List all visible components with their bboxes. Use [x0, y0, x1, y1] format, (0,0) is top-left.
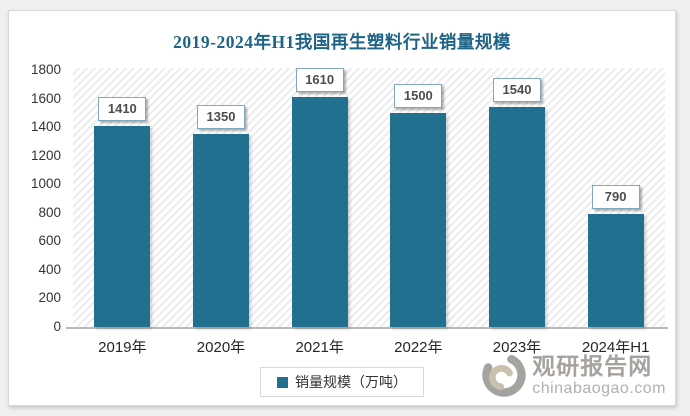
x-axis-line: [66, 327, 668, 329]
chart-card: 2019-2024年H1我国再生塑料行业销量规模 销量规模（万吨） 观研报告网 …: [8, 10, 676, 406]
watermark-text: 观研报告网 chinabaogao.com: [532, 352, 666, 398]
y-tick-label: 200: [38, 290, 61, 306]
legend-label: 销量规模（万吨）: [295, 374, 407, 390]
x-axis-label: 2020年: [196, 339, 246, 356]
bar-value-label: 1410: [98, 97, 147, 121]
bar-value-label: 790: [591, 185, 640, 209]
x-axis-label: 2023年: [492, 339, 542, 356]
bar-value-label: 1540: [493, 78, 541, 102]
plot-hatch-background: [73, 68, 665, 327]
bar: [587, 214, 644, 327]
x-axis-label: 2019年: [98, 339, 147, 356]
watermark-site-url: chinabaogao.com: [532, 380, 666, 397]
x-axis-label: 2024年H1: [581, 339, 650, 356]
chart-title: 2019-2024年H1我国再生塑料行业销量规模: [173, 32, 511, 52]
legend-marker-icon: [277, 376, 288, 388]
y-tick-label: 1600: [30, 90, 61, 106]
x-axis-label: 2022年: [394, 339, 443, 356]
x-axis-label: 2021年: [295, 339, 344, 356]
bar: [94, 126, 151, 327]
legend: 销量规模（万吨）: [260, 367, 424, 397]
bar: [193, 134, 249, 327]
bar-value-label: 1500: [394, 84, 443, 108]
bar: [390, 113, 447, 327]
y-tick-label: 1200: [30, 147, 61, 163]
watermark-swirl-logo-icon: [482, 353, 526, 397]
bar-value-label: 1350: [197, 105, 245, 129]
y-tick-label: 400: [38, 261, 61, 277]
bar-value-label: 1610: [295, 68, 344, 92]
y-tick-label: 0: [53, 319, 61, 334]
y-tick-label: 600: [38, 233, 61, 249]
y-tick-label: 800: [38, 204, 61, 220]
y-tick-label: 1000: [30, 176, 61, 192]
y-tick-label: 1400: [30, 119, 61, 135]
bar: [291, 97, 348, 327]
bar: [489, 107, 545, 327]
watermark-site-name: 观研报告网: [532, 353, 653, 379]
y-tick-label: 1800: [30, 62, 61, 77]
watermark: 观研报告网 chinabaogao.com: [479, 350, 666, 400]
